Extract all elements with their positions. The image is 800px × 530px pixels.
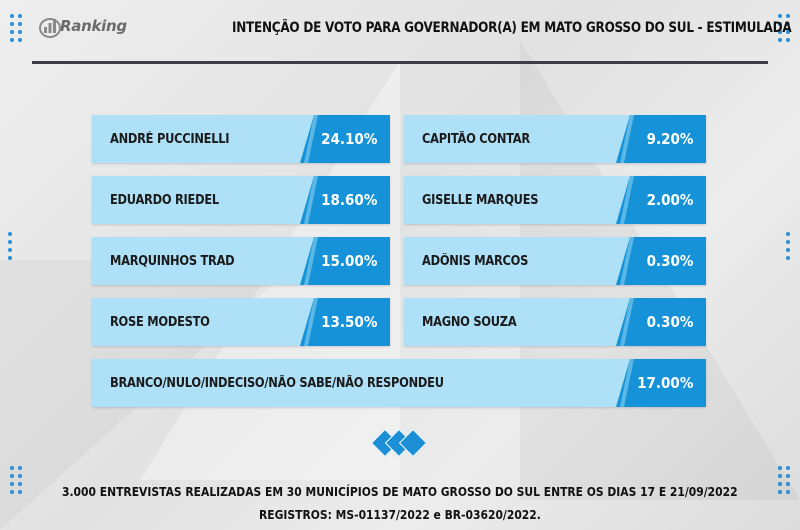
bar-value: 15.00%	[300, 237, 390, 285]
bar-andre-puccinelli: ANDRÉ PUCCINELLI 24.10%	[92, 115, 390, 163]
bar-adonis-marcos: ADÔNIS MARCOS 0.30%	[404, 237, 706, 285]
bar-label: MAGNO SOUZA	[422, 314, 517, 330]
bar-marquinhos-trad: MARQUINHOS TRAD 15.00%	[92, 237, 390, 285]
dot-pattern-bottom-left	[10, 466, 22, 494]
dot-pattern-top-right	[778, 14, 790, 42]
title-divider	[32, 61, 768, 64]
bar-value: 17.00%	[616, 359, 706, 407]
bar-value: 0.30%	[616, 237, 706, 285]
bar-label: MARQUINHOS TRAD	[110, 253, 235, 269]
dot-pattern-mid-left	[8, 232, 12, 260]
bar-magno-souza: MAGNO SOUZA 0.30%	[404, 298, 706, 346]
bar-label: ANDRÉ PUCCINELLI	[110, 131, 230, 147]
bar-label: CAPITÃO CONTAR	[422, 131, 530, 147]
dot-pattern-top-left	[10, 14, 22, 42]
bar-branco-nulo: BRANCO/NULO/INDECISO/NÃO SABE/NÃO RESPON…	[92, 359, 706, 407]
bar-capitao-contar: CAPITÃO CONTAR 9.20%	[404, 115, 706, 163]
bar-label: ROSE MODESTO	[110, 314, 210, 330]
bar-value: 24.10%	[300, 115, 390, 163]
footer-registration: REGISTROS: MS-01137/2022 e BR-03620/2022…	[259, 507, 541, 522]
dot-pattern-bottom-right	[778, 466, 790, 494]
bar-value: 9.20%	[616, 115, 706, 163]
diamond-ornament	[370, 428, 431, 458]
ranking-logo-icon	[39, 18, 61, 38]
footer-methodology: 3.000 ENTREVISTAS REALIZADAS EM 30 MUNIC…	[62, 484, 738, 499]
bar-label: ADÔNIS MARCOS	[422, 253, 529, 269]
bar-value: 18.60%	[300, 176, 390, 224]
bar-label: GISELLE MARQUES	[422, 192, 539, 208]
bar-eduardo-riedel: EDUARDO RIEDEL 18.60%	[92, 176, 390, 224]
bar-value: 13.50%	[300, 298, 390, 346]
bar-rose-modesto: ROSE MODESTO 13.50%	[92, 298, 390, 346]
bar-value: 0.30%	[616, 298, 706, 346]
ranking-logo: Ranking	[38, 12, 127, 40]
bar-label: BRANCO/NULO/INDECISO/NÃO SABE/NÃO RESPON…	[110, 375, 444, 391]
page-title: INTENÇÃO DE VOTO PARA GOVERNADOR(A) EM M…	[232, 20, 792, 36]
bar-label: EDUARDO RIEDEL	[110, 192, 219, 208]
dot-pattern-mid-right	[786, 232, 790, 260]
ranking-logo-text: Ranking	[60, 17, 127, 35]
bar-value: 2.00%	[616, 176, 706, 224]
bar-giselle-marques: GISELLE MARQUES 2.00%	[404, 176, 706, 224]
